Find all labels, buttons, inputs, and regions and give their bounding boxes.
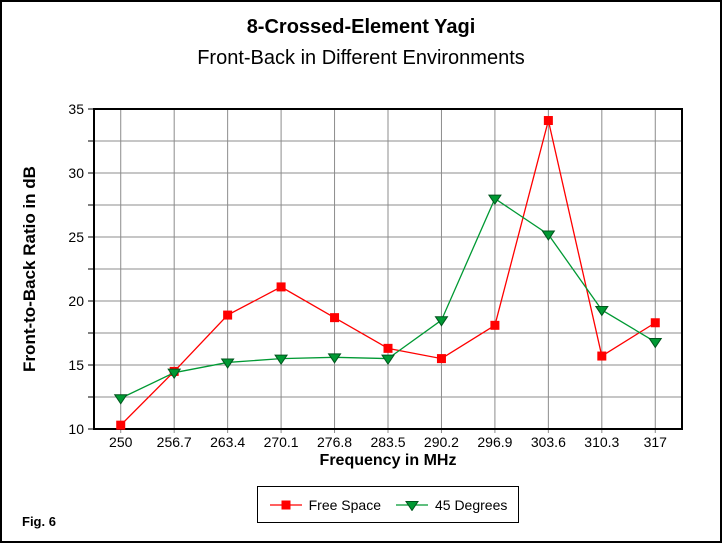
series-45-degrees bbox=[113, 194, 663, 405]
x-tick-label: 256.7 bbox=[157, 434, 192, 450]
series-free-space-point bbox=[383, 343, 393, 353]
x-axis-title: Frequency in MHz bbox=[319, 452, 457, 469]
series-45-degrees-point bbox=[113, 394, 128, 405]
legend-marker bbox=[281, 500, 291, 509]
series-45-degrees-point bbox=[167, 368, 182, 380]
chart-subtitle: Front-Back in Different Environments bbox=[197, 47, 525, 69]
series-free-space-point bbox=[490, 320, 500, 330]
series-free-space-point bbox=[543, 116, 553, 126]
y-tick-label: 20 bbox=[68, 293, 84, 309]
free-space-marker-icon bbox=[269, 500, 302, 509]
series-free-space-point bbox=[650, 318, 660, 328]
y-tick-label: 35 bbox=[68, 101, 84, 117]
series-45-degrees-point bbox=[487, 194, 502, 206]
y-tick-label: 30 bbox=[68, 165, 84, 181]
title-block: 8-Crossed-Element Yagi Front-Back in Dif… bbox=[2, 12, 720, 74]
series-45-degrees-point bbox=[648, 337, 663, 349]
x-tick-label: 296.9 bbox=[477, 434, 512, 450]
y-tick-label: 25 bbox=[68, 229, 84, 245]
x-tick-label: 276.8 bbox=[317, 434, 352, 450]
45-degrees-marker-icon bbox=[395, 500, 428, 511]
legend-box: Free Space 45 Degrees bbox=[257, 486, 519, 523]
y-tick-label: 10 bbox=[68, 421, 84, 437]
legend-marker bbox=[405, 500, 419, 511]
x-tick-label: 283.5 bbox=[370, 434, 405, 450]
figure-number-label: Fig. 6 bbox=[22, 514, 56, 529]
x-axis: 250 256.7 263.4 270.1 276.8 283.5 290.2 296.9 30… bbox=[109, 434, 667, 450]
series-45-degrees-point bbox=[381, 354, 395, 366]
x-tick-label: 303.6 bbox=[531, 434, 566, 450]
series-45-degrees-point bbox=[274, 354, 289, 366]
series-45-degrees-point bbox=[541, 230, 556, 241]
series-45-degrees-point bbox=[434, 316, 449, 327]
series-45-degrees-point bbox=[220, 358, 235, 369]
series-free-space-point bbox=[276, 282, 286, 292]
legend-item-free-space: Free Space bbox=[269, 497, 381, 513]
x-tick-label: 290.2 bbox=[424, 434, 459, 450]
series-45-degrees-point bbox=[327, 353, 342, 364]
gridlines bbox=[94, 109, 682, 433]
series-free-space-point bbox=[223, 310, 233, 320]
chart-title: 8-Crossed-Element Yagi bbox=[246, 16, 476, 38]
series-free-space-point bbox=[436, 354, 446, 364]
legend-item-45-degrees: 45 Degrees bbox=[395, 497, 507, 513]
y-axis-title: Front-to-Back Ratio in dB bbox=[20, 166, 39, 372]
series-45-degrees-point bbox=[594, 305, 609, 317]
series-free-space-point bbox=[597, 351, 607, 361]
x-tick-label: 250 bbox=[109, 434, 133, 450]
x-tick-label: 317 bbox=[644, 434, 668, 450]
y-axis: 10 15 20 25 30 35 bbox=[68, 101, 94, 437]
y-tick-label: 15 bbox=[68, 357, 84, 373]
legend-label-45-degrees: 45 Degrees bbox=[434, 496, 508, 513]
series-free-space-point bbox=[116, 420, 126, 430]
series-free-space-point bbox=[330, 313, 340, 323]
x-tick-label: 270.1 bbox=[264, 434, 299, 450]
legend-label-free-space: Free Space bbox=[308, 496, 381, 513]
x-tick-label: 310.3 bbox=[584, 434, 619, 450]
x-tick-label: 263.4 bbox=[210, 434, 245, 450]
